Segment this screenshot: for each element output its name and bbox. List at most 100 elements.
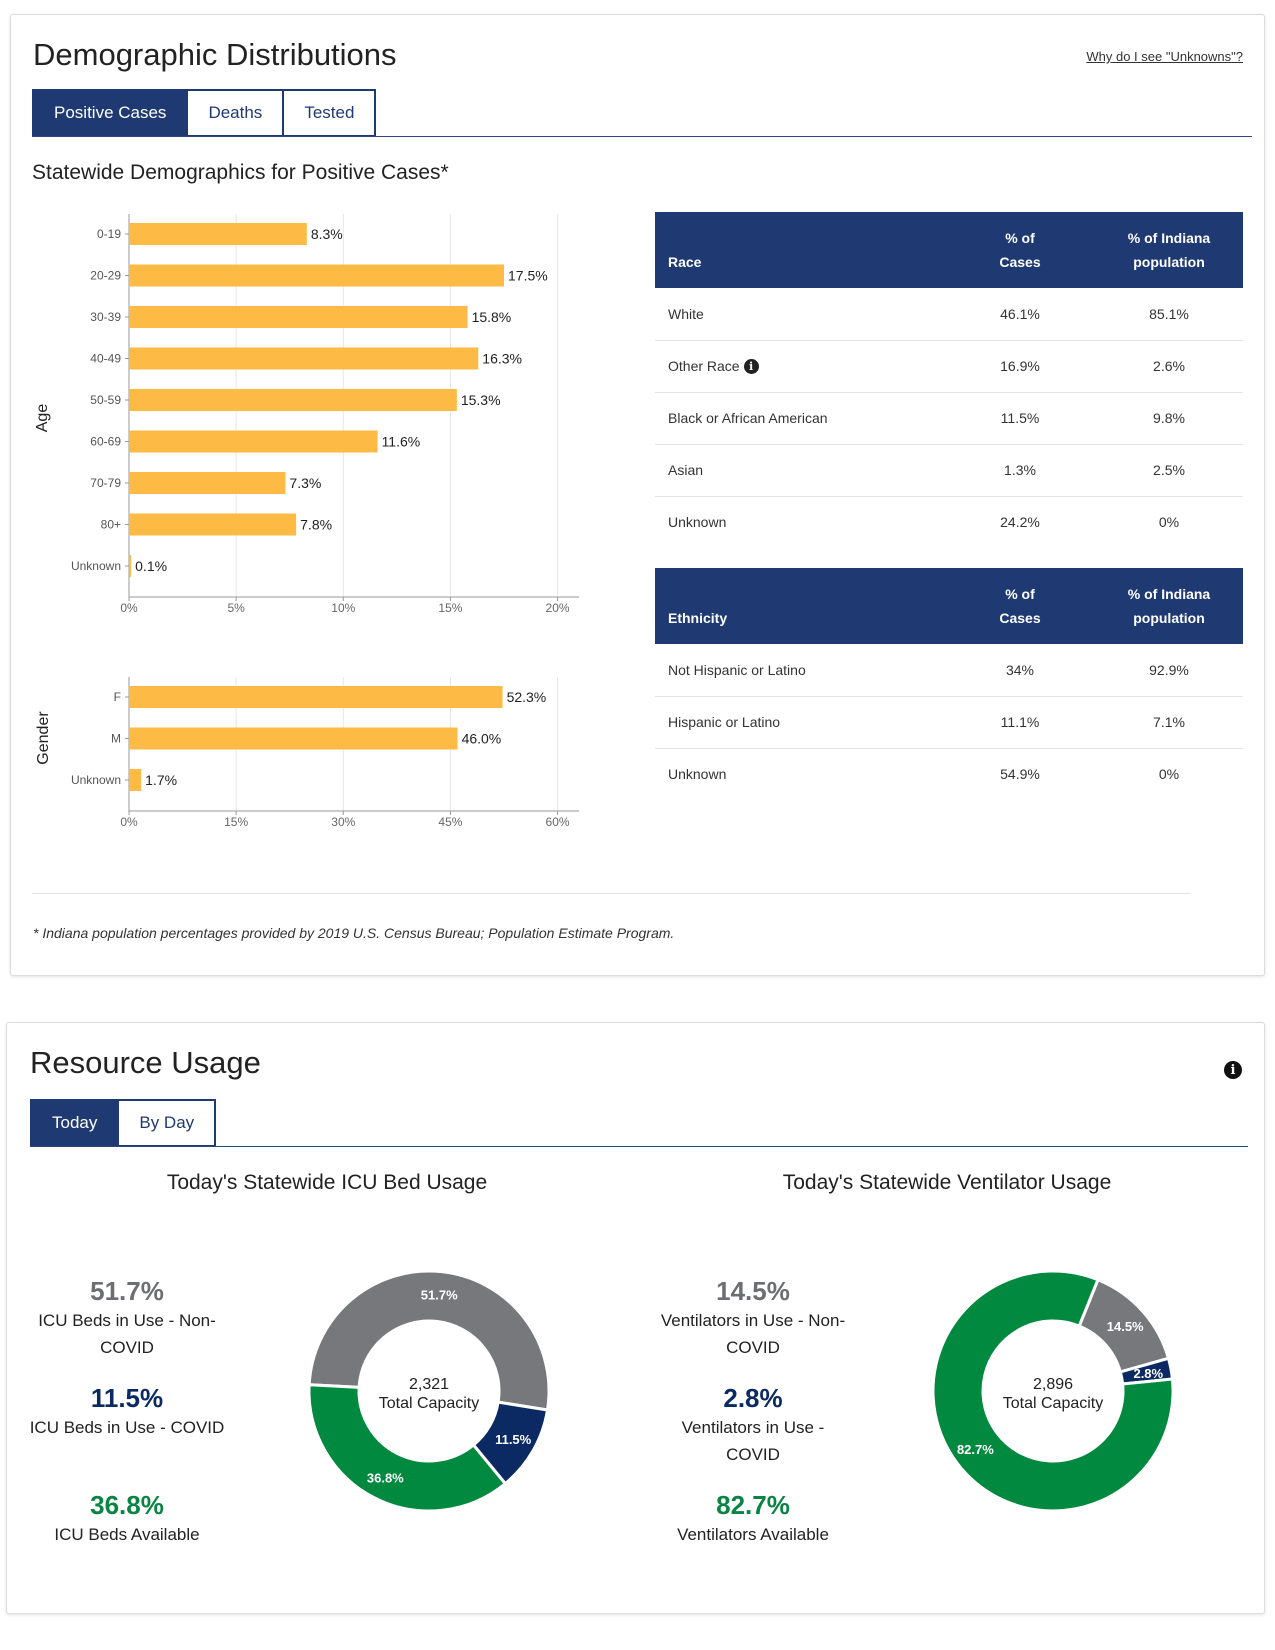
- y-tick-label: 40-49: [90, 352, 121, 366]
- data-label: 7.8%: [300, 517, 332, 533]
- ethnicity-name: Not Hispanic or Latino: [655, 644, 945, 697]
- vent-stat-available: 82.7% Ventilators Available: [653, 1489, 853, 1548]
- ethnicity-pop: 7.1%: [1095, 696, 1243, 749]
- bar: [129, 686, 503, 708]
- stat-label: ICU Beds Available: [54, 1525, 200, 1544]
- x-tick-label: 15%: [224, 815, 248, 829]
- section-title: Statewide Demographics for Positive Case…: [32, 161, 449, 184]
- x-tick-label: 30%: [331, 815, 355, 829]
- icu-chart-heading: Today's Statewide ICU Bed Usage: [166, 1171, 488, 1194]
- ethnicity-header-row: Ethnicity % of Cases % of Indiana popula…: [655, 568, 1243, 644]
- tab-by-day[interactable]: By Day: [117, 1099, 217, 1147]
- race-name: Other Race: [668, 357, 740, 374]
- info-icon[interactable]: i: [1224, 1061, 1242, 1079]
- icu-stat-available: 36.8% ICU Beds Available: [27, 1489, 227, 1548]
- race-header: Race: [655, 212, 945, 288]
- bar: [129, 472, 286, 494]
- footer-divider: [32, 893, 1190, 894]
- data-label: 8.3%: [311, 226, 343, 242]
- center-total-label: Total Capacity: [379, 1395, 480, 1412]
- race-name-cell: Other Race i: [655, 340, 945, 393]
- demographics-card: Demographic Distributions Why do I see "…: [10, 14, 1265, 976]
- data-label: 17.5%: [508, 268, 548, 284]
- bar: [129, 727, 458, 750]
- bar: [129, 223, 307, 245]
- info-icon[interactable]: i: [743, 359, 759, 375]
- unknowns-help-link[interactable]: Why do I see "Unknowns"?: [1086, 49, 1243, 64]
- tab-tested[interactable]: Tested: [282, 89, 377, 137]
- race-cases: 1.3%: [945, 444, 1095, 497]
- donut-slice: [307, 1383, 508, 1513]
- ethnicity-cases: 54.9%: [1000, 766, 1040, 783]
- slice-label: 51.7%: [421, 1288, 458, 1303]
- data-label: 11.6%: [382, 434, 421, 450]
- x-tick-label: 15%: [438, 601, 462, 615]
- donut-slice: [307, 1269, 551, 1412]
- tab-positive-cases[interactable]: Positive Cases: [32, 89, 189, 137]
- center-total-value: 2,896: [1033, 1376, 1073, 1393]
- data-label: 0.1%: [135, 558, 167, 574]
- tab-rule: [30, 1146, 1248, 1147]
- data-label: 16.3%: [482, 351, 522, 367]
- table-row: Unknown 54.9% 0%: [655, 748, 1243, 800]
- ethnicity-pop: 0%: [1158, 766, 1180, 783]
- race-pop: 85.1%: [1095, 288, 1243, 341]
- table-row: Black or African American 11.5% 9.8%: [655, 392, 1243, 445]
- stat-label: Ventilators in Use - Non-COVID: [660, 1311, 846, 1357]
- x-tick-label: 0%: [120, 815, 138, 829]
- x-tick-label: 5%: [227, 601, 245, 615]
- x-tick-label: 20%: [546, 601, 570, 615]
- x-tick-label: 0%: [120, 601, 138, 615]
- slice-label: 11.5%: [495, 1432, 532, 1447]
- y-tick-label: 0-19: [97, 227, 121, 241]
- race-pop-header: % of Indiana population: [1095, 212, 1243, 288]
- slice-label: 14.5%: [1107, 1319, 1144, 1334]
- ethnicity-cases: 11.1%: [945, 696, 1095, 749]
- vent-stat-noncovid: 14.5% Ventilators in Use - Non-COVID: [653, 1275, 853, 1361]
- y-tick-label: 70-79: [90, 476, 121, 490]
- bar: [129, 264, 504, 287]
- race-pop: 2.5%: [1095, 444, 1243, 497]
- center-total-label: Total Capacity: [1003, 1395, 1104, 1412]
- race-header-row: Race % of Cases % of Indiana population: [655, 212, 1243, 288]
- icu-donut-chart: 51.7% 11.5% 36.8% 2,321 Total Capacity: [307, 1269, 551, 1513]
- tab-today[interactable]: Today: [30, 1099, 120, 1147]
- vent-donut-chart: 14.5% 2.8% 82.7% 2,896 Total Capacity: [931, 1269, 1175, 1513]
- resource-tabs: Today By Day: [30, 1099, 217, 1147]
- ethnicity-pop-header: % of Indiana population: [1095, 568, 1243, 644]
- ethnicity-name: Unknown: [668, 766, 727, 783]
- y-tick-label: 20-29: [90, 269, 121, 283]
- race-cases: 46.1%: [945, 288, 1095, 341]
- age-axis-title: Age: [34, 403, 51, 433]
- table-row: Unknown 24.2% 0%: [655, 496, 1243, 548]
- race-cases: 11.5%: [945, 392, 1095, 445]
- stat-value: 2.8%: [723, 1383, 783, 1413]
- slice-label: 2.8%: [1133, 1366, 1163, 1381]
- table-row: Asian 1.3% 2.5%: [655, 444, 1243, 497]
- tab-deaths[interactable]: Deaths: [186, 89, 285, 137]
- stat-label: Ventilators in Use - COVID: [681, 1418, 825, 1464]
- race-name: White: [655, 288, 945, 341]
- stat-value: 14.5%: [716, 1276, 790, 1306]
- bar: [129, 430, 378, 453]
- race-name: Black or African American: [655, 392, 945, 445]
- slice-label: 82.7%: [957, 1442, 994, 1457]
- donut-slice: [931, 1269, 1175, 1513]
- ethnicity-pop: 92.9%: [1095, 644, 1243, 697]
- race-name: Asian: [655, 444, 945, 497]
- y-tick-label: F: [114, 690, 121, 704]
- footnote: * Indiana population percentages provide…: [33, 925, 675, 941]
- y-tick-label: M: [111, 732, 121, 746]
- bar: [129, 555, 132, 577]
- race-cases: 16.9%: [945, 340, 1095, 393]
- ethnicity-table: Ethnicity % of Cases % of Indiana popula…: [655, 568, 1243, 800]
- data-label: 46.0%: [462, 731, 502, 747]
- icu-stat-noncovid: 51.7% ICU Beds in Use - Non-COVID: [27, 1275, 227, 1361]
- slice-label: 36.8%: [367, 1471, 404, 1486]
- y-tick-label: Unknown: [71, 559, 121, 573]
- stat-value: 82.7%: [716, 1490, 790, 1520]
- y-tick-label: 30-39: [90, 310, 121, 324]
- data-label: 52.3%: [507, 689, 547, 705]
- race-cases-header: % of Cases: [945, 212, 1095, 288]
- table-row: Other Race i 16.9% 2.6%: [655, 340, 1243, 393]
